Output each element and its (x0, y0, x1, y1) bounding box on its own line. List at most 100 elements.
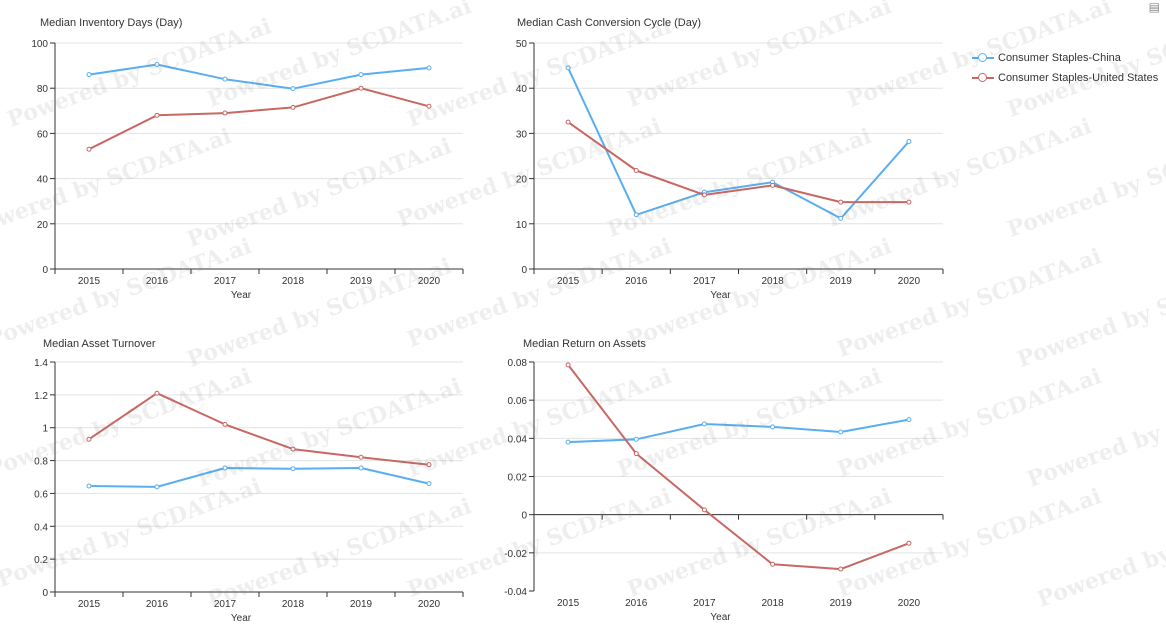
x-tick-label-2: 2018 (282, 599, 305, 610)
data-point-2-1 (222, 421, 228, 427)
data-point-2-0 (222, 465, 228, 471)
data-point-1-0 (565, 65, 571, 71)
data-point-3-1 (633, 451, 639, 457)
data-point-2-1 (358, 454, 364, 460)
y-tick-label-2: 1.4 (34, 358, 48, 369)
data-point-3-0 (906, 417, 912, 423)
data-view-icon[interactable]: ▤ (1148, 0, 1160, 14)
data-point-0-0 (426, 65, 432, 71)
y-tick-label-0: 60 (37, 129, 49, 140)
data-point-2-1 (154, 390, 160, 396)
data-point-3-1 (770, 561, 776, 567)
y-tick-label-3: 0.06 (508, 396, 528, 407)
y-tick-label-0: 40 (37, 175, 49, 186)
chart-title-0: Median Inventory Days (Day) (40, 17, 182, 29)
data-point-0-0 (358, 72, 364, 78)
y-tick-label-3: 0.04 (508, 434, 528, 445)
data-point-2-0 (290, 466, 296, 472)
x-tick-label-0: 2018 (282, 276, 305, 287)
data-point-0-1 (358, 85, 364, 91)
y-tick-label-1: 10 (516, 220, 528, 231)
x-tick-label-1: 2018 (761, 276, 784, 287)
legend-us-label: Consumer Staples-United States (998, 72, 1159, 84)
x-tick-label-3: 2015 (557, 598, 580, 609)
data-point-0-0 (86, 72, 92, 78)
series-line-0-1 (88, 87, 430, 151)
data-point-0-0 (154, 61, 160, 67)
series-line-3-1 (567, 364, 910, 571)
x-tick-label-1: 2015 (557, 276, 580, 287)
legend-china-symbol-icon (972, 53, 994, 63)
data-point-1-0 (906, 139, 912, 145)
x-tick-label-3: 2018 (761, 598, 784, 609)
legend-item-united-states[interactable]: Consumer Staples-United States (972, 72, 1158, 84)
data-point-3-0 (633, 436, 639, 442)
x-tick-label-2: 2020 (418, 599, 441, 610)
y-tick-label-2: 0.2 (34, 555, 48, 566)
data-point-1-1 (633, 167, 639, 173)
data-point-2-0 (86, 483, 92, 489)
data-point-1-0 (633, 212, 639, 218)
legend-item-china[interactable]: Consumer Staples-China (972, 52, 1121, 64)
data-point-1-1 (565, 119, 571, 125)
x-tick-label-1: 2019 (830, 276, 853, 287)
chart-title-1: Median Cash Conversion Cycle (Day) (517, 17, 701, 29)
data-point-1-1 (838, 199, 844, 205)
x-tick-label-2: 2019 (350, 599, 373, 610)
y-tick-label-3: 0 (521, 511, 527, 522)
x-tick-label-1: 2016 (625, 276, 648, 287)
data-point-1-1 (770, 182, 776, 188)
data-point-3-0 (770, 424, 776, 430)
data-point-1-1 (906, 199, 912, 205)
x-tick-label-3: 2017 (693, 598, 716, 609)
data-point-0-1 (290, 104, 296, 110)
x-tick-label-1: 2017 (693, 276, 716, 287)
data-point-1-0 (838, 215, 844, 221)
x-tick-label-0: 2015 (78, 276, 101, 287)
series-line-2-1 (88, 392, 430, 466)
data-point-3-0 (701, 421, 707, 427)
y-tick-label-0: 100 (31, 39, 48, 50)
data-point-3-0 (565, 439, 571, 445)
legend-china-label: Consumer Staples-China (998, 52, 1121, 64)
data-point-0-1 (154, 112, 160, 118)
x-tick-label-3: 2020 (898, 598, 921, 609)
data-point-0-0 (290, 86, 296, 92)
y-tick-label-3: 0.08 (508, 358, 528, 369)
data-point-2-0 (154, 484, 160, 490)
y-tick-label-2: 0.6 (34, 489, 48, 500)
x-axis-title-0: Year (231, 290, 252, 301)
data-point-2-0 (426, 481, 432, 487)
data-point-2-1 (426, 462, 432, 468)
x-tick-label-3: 2016 (625, 598, 648, 609)
y-tick-label-2: 1 (42, 424, 48, 435)
y-tick-label-1: 50 (516, 39, 528, 50)
data-point-2-1 (290, 446, 296, 452)
data-point-1-1 (701, 192, 707, 198)
data-point-2-1 (86, 436, 92, 442)
y-tick-label-1: 0 (521, 265, 527, 276)
y-tick-label-2: 1.2 (34, 391, 48, 402)
y-tick-label-2: 0.8 (34, 457, 48, 468)
y-tick-label-1: 20 (516, 175, 528, 186)
y-tick-label-3: -0.04 (504, 587, 527, 598)
x-axis-title-3: Year (710, 612, 731, 623)
x-tick-label-0: 2017 (214, 276, 237, 287)
data-point-3-1 (838, 566, 844, 572)
series-line-0-0 (88, 63, 430, 90)
x-tick-label-0: 2016 (146, 276, 169, 287)
x-tick-label-2: 2015 (78, 599, 101, 610)
x-tick-label-1: 2020 (898, 276, 921, 287)
x-tick-label-0: 2020 (418, 276, 441, 287)
x-axis-title-2: Year (231, 613, 252, 624)
y-tick-label-2: 0 (42, 588, 48, 599)
data-point-0-0 (222, 76, 228, 82)
chart-title-2: Median Asset Turnover (43, 338, 156, 350)
data-point-0-1 (426, 103, 432, 109)
y-tick-label-0: 0 (42, 265, 48, 276)
x-axis-title-1: Year (710, 290, 731, 301)
data-point-3-1 (565, 362, 571, 368)
chart-title-3: Median Return on Assets (523, 338, 646, 350)
data-point-3-1 (701, 507, 707, 513)
